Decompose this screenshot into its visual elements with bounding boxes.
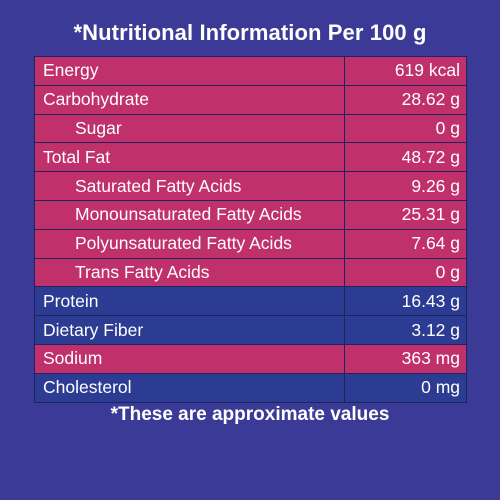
nutrition-table: Energy 619 kcal Carbohydrate 28.62 g Sug… bbox=[34, 56, 467, 403]
nutrient-value: 0 mg bbox=[421, 377, 460, 398]
nutrient-value: 0 g bbox=[435, 261, 460, 282]
table-row-sugar: Sugar 0 g bbox=[35, 114, 466, 144]
nutrient-name: Monounsaturated Fatty Acids bbox=[35, 200, 345, 229]
nutrient-value: 25.31 g bbox=[401, 204, 460, 225]
nutrient-name: Dietary Fiber bbox=[35, 316, 345, 344]
nutrient-name: Sodium bbox=[35, 344, 345, 373]
nutrient-name: Protein bbox=[35, 287, 345, 316]
table-row-dietary-fiber: Dietary Fiber 3.12 g bbox=[35, 316, 466, 345]
nutrition-title: *Nutritional Information Per 100 g bbox=[73, 20, 427, 45]
nutrient-value: 48.72 g bbox=[401, 146, 460, 167]
nutrient-name: Polyunsaturated Fatty Acids bbox=[35, 229, 345, 258]
nutrient-name: Sugar bbox=[35, 114, 345, 143]
nutrient-value: 28.62 g bbox=[401, 89, 460, 110]
table-row-trans-fatty-acids: Trans Fatty Acids 0 g bbox=[35, 258, 466, 288]
nutrient-name: Energy bbox=[35, 57, 345, 85]
nutrient-value: 0 g bbox=[435, 117, 460, 138]
nutrient-value: 3.12 g bbox=[411, 319, 460, 340]
nutrient-value: 363 mg bbox=[401, 348, 460, 369]
nutrient-name: Cholesterol bbox=[35, 373, 345, 402]
nutrient-name: Carbohydrate bbox=[35, 85, 345, 114]
footnote: *These are approximate values bbox=[110, 404, 390, 425]
table-row-saturated-fatty-acids: Saturated Fatty Acids 9.26 g bbox=[35, 172, 466, 201]
table-row-sodium: Sodium 363 mg bbox=[35, 344, 466, 374]
table-row-cholesterol: Cholesterol 0 mg bbox=[35, 373, 466, 403]
nutrient-value: 619 kcal bbox=[394, 60, 460, 81]
table-row-total-fat: Total Fat 48.72 g bbox=[35, 143, 466, 173]
table-row-monounsaturated-fatty-acids: Monounsaturated Fatty Acids 25.31 g bbox=[35, 200, 466, 230]
nutrient-name: Total Fat bbox=[35, 143, 345, 172]
table-row-energy: Energy 619 kcal bbox=[35, 57, 466, 86]
table-row-polyunsaturated-fatty-acids: Polyunsaturated Fatty Acids 7.64 g bbox=[35, 229, 466, 259]
nutrient-value: 7.64 g bbox=[411, 233, 460, 254]
nutrient-name: Trans Fatty Acids bbox=[35, 258, 345, 287]
table-row-protein: Protein 16.43 g bbox=[35, 287, 466, 317]
nutrient-value: 9.26 g bbox=[411, 175, 460, 196]
nutrient-value: 16.43 g bbox=[401, 290, 460, 311]
table-row-carbohydrate: Carbohydrate 28.62 g bbox=[35, 85, 466, 115]
nutrient-name: Saturated Fatty Acids bbox=[35, 172, 345, 200]
